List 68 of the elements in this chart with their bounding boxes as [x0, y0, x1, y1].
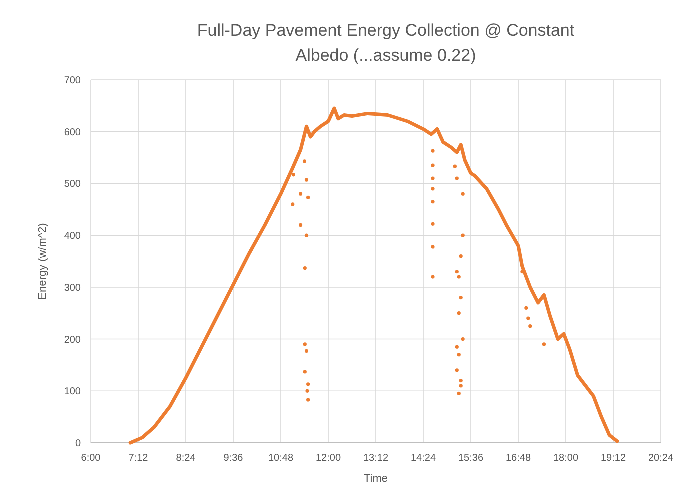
point [291, 202, 295, 206]
point [306, 382, 310, 386]
point [528, 324, 532, 328]
y-tick-label: 700 [64, 76, 82, 86]
y-tick-label: 200 [64, 334, 82, 346]
point [306, 398, 310, 402]
point [431, 176, 435, 180]
x-tick-label: 19:12 [600, 453, 626, 464]
point [304, 234, 309, 238]
point [431, 245, 435, 249]
point [302, 160, 307, 164]
y-tick-label: 500 [64, 179, 82, 190]
point [306, 389, 310, 393]
point [457, 353, 461, 357]
x-tick-label: 8:24 [176, 453, 196, 464]
point [459, 296, 463, 300]
point [431, 149, 435, 153]
point [455, 270, 459, 274]
x-tick-label: 14:24 [410, 453, 436, 464]
point [455, 345, 459, 349]
x-tick-label: 18:00 [553, 453, 579, 464]
point [304, 178, 309, 182]
x-axis-title: Time [364, 473, 388, 485]
point [461, 192, 465, 196]
point [431, 187, 435, 191]
y-tick-label: 300 [64, 282, 82, 294]
y-tick-label: 400 [64, 231, 82, 242]
point [292, 173, 296, 177]
line-series [128, 106, 620, 445]
y-tick-label: 600 [64, 127, 82, 138]
point [542, 342, 546, 346]
y-axis-title: Energy (w/m^2) [37, 223, 49, 300]
point [524, 306, 528, 310]
point [431, 164, 435, 168]
point [455, 176, 459, 180]
x-tick-label: 13:12 [363, 453, 389, 464]
point [431, 200, 435, 204]
y-tick-label: 100 [64, 386, 82, 398]
point [457, 392, 461, 396]
point [304, 349, 309, 354]
point [457, 312, 461, 316]
point [459, 384, 463, 388]
point [431, 222, 435, 226]
chart-title: Full-Day Pavement Energy Collection @ Constant Albedo (...assume 0.22) [197, 21, 575, 65]
point [298, 192, 303, 196]
point [526, 316, 530, 320]
point [306, 196, 310, 200]
x-tick-label: 6:00 [81, 453, 102, 464]
point [303, 266, 307, 270]
x-tick-label: 10:48 [268, 453, 294, 464]
point [459, 378, 463, 383]
point [431, 275, 435, 279]
point [455, 368, 459, 372]
x-tick-label: 16:48 [506, 453, 532, 464]
x-tick-label: 9:36 [224, 453, 244, 464]
point [298, 223, 303, 227]
x-tick-label: 12:00 [316, 453, 342, 464]
x-tick-label: 20:24 [648, 453, 674, 464]
point [303, 370, 307, 374]
x-tick-label: 15:36 [458, 453, 484, 464]
point [453, 164, 457, 168]
point [461, 337, 465, 342]
y-tick-label: 0 [75, 438, 82, 450]
point [459, 254, 463, 258]
point [457, 275, 461, 279]
point [303, 342, 307, 346]
x-tick-label: 7:12 [128, 453, 149, 464]
point [461, 234, 465, 238]
